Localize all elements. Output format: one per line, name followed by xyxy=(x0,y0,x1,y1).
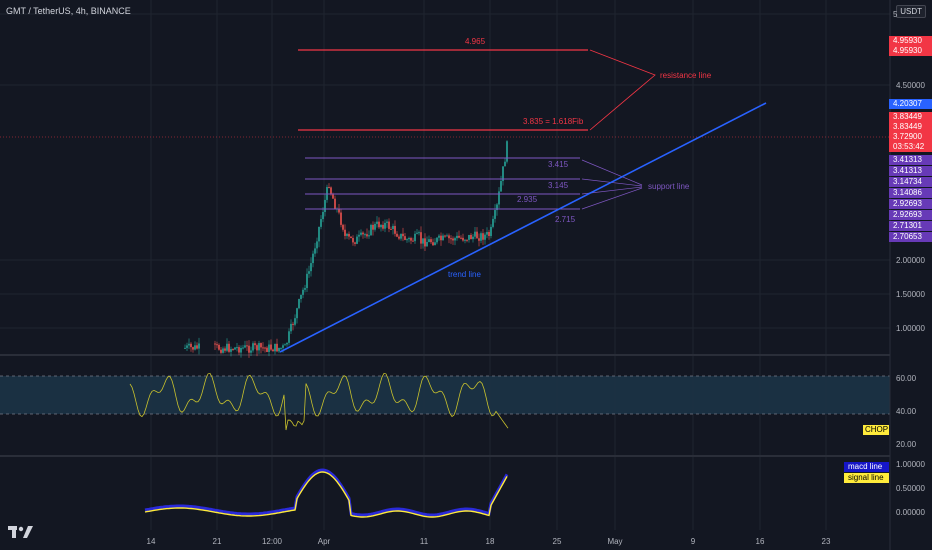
price-tag-countdown: 03:53:42 xyxy=(889,142,932,152)
time-axis-label: 11 xyxy=(419,537,429,546)
chop-indicator-line[interactable] xyxy=(129,372,509,431)
support-level-2-label: 3.145 xyxy=(548,181,569,190)
time-axis-label: 9 xyxy=(690,537,696,546)
price-tag-support: 2.92693 xyxy=(889,199,932,209)
support-level-4-label: 2.715 xyxy=(555,215,576,224)
price-tag-support: 3.14734 xyxy=(889,177,932,187)
signal-line[interactable] xyxy=(144,471,508,518)
symbol-title[interactable]: GMT / TetherUS, 4h, BINANCE xyxy=(6,6,131,16)
resistance-line-label: resistance line xyxy=(660,71,712,80)
resistance-fib-label: 3.835 = 1.618Fib xyxy=(523,117,584,126)
macd-axis-label: 0.50000 xyxy=(896,484,925,493)
price-tag-fib: 3.83449 xyxy=(889,122,932,132)
time-axis-label: 21 xyxy=(212,537,222,546)
macd-axis-label: 1.00000 xyxy=(896,460,925,469)
time-axis-label: 23 xyxy=(821,537,831,546)
currency-badge[interactable]: USDT xyxy=(896,5,926,18)
price-tag-trend: 4.20307 xyxy=(889,99,932,109)
trend-line[interactable] xyxy=(279,102,767,353)
price-tag-support: 2.71301 xyxy=(889,221,932,231)
chop-band xyxy=(0,376,890,414)
price-tag-support: 3.14086 xyxy=(889,188,932,198)
price-axis-label: 1.50000 xyxy=(896,290,925,299)
price-tag-support: 3.41313 xyxy=(889,155,932,165)
price-axis-label: 1.00000 xyxy=(896,324,925,333)
price-axis-label: 5 xyxy=(893,10,898,19)
support-level-3-label: 2.935 xyxy=(517,195,538,204)
time-axis-label: Apr xyxy=(317,537,331,546)
support-pointer-1 xyxy=(581,159,643,186)
price-tag-resistance: 4.95930 xyxy=(889,36,932,46)
macd-axis-label: 0.00000 xyxy=(896,508,925,517)
price-tag-resistance: 4.95930 xyxy=(889,46,932,56)
price-axis-label: 4.50000 xyxy=(896,81,925,90)
resistance-pointer xyxy=(589,49,656,131)
price-axis-label: 2.00000 xyxy=(896,256,925,265)
support-line-label: support line xyxy=(648,182,690,191)
support-level-1-label: 3.415 xyxy=(548,160,569,169)
chart-grid xyxy=(0,0,890,530)
price-tag-last: 3.72900 xyxy=(889,132,932,142)
resistance-drawing[interactable] xyxy=(298,49,656,131)
price-tag-fib: 3.83449 xyxy=(889,112,932,122)
signal-line-tag: signal line xyxy=(844,473,889,483)
support-pointer-4 xyxy=(581,187,643,210)
macd-line[interactable] xyxy=(144,468,509,517)
macd-line-tag: macd line xyxy=(844,462,889,472)
price-tag-support: 2.70653 xyxy=(889,232,932,242)
chop-axis-label: 20.00 xyxy=(896,440,917,449)
resistance-top-label: 4.965 xyxy=(465,37,486,46)
time-axis-label: 14 xyxy=(146,537,156,546)
chop-axis-label: 40.00 xyxy=(896,407,917,416)
chop-axis-label: 60.00 xyxy=(896,374,917,383)
time-axis-label: 25 xyxy=(552,537,562,546)
chop-tag: CHOP xyxy=(863,425,889,435)
tradingview-logo[interactable] xyxy=(8,524,34,540)
time-axis-label: 12:00 xyxy=(261,537,283,546)
time-axis-label: May xyxy=(607,537,623,546)
trend-line-label: trend line xyxy=(448,270,481,279)
price-tag-support: 2.92693 xyxy=(889,210,932,220)
candlestick-series[interactable] xyxy=(184,140,508,358)
time-axis-label: 16 xyxy=(755,537,765,546)
price-tag-support: 3.41313 xyxy=(889,166,932,176)
support-drawing[interactable] xyxy=(305,157,643,210)
time-axis-label: 18 xyxy=(485,537,495,546)
